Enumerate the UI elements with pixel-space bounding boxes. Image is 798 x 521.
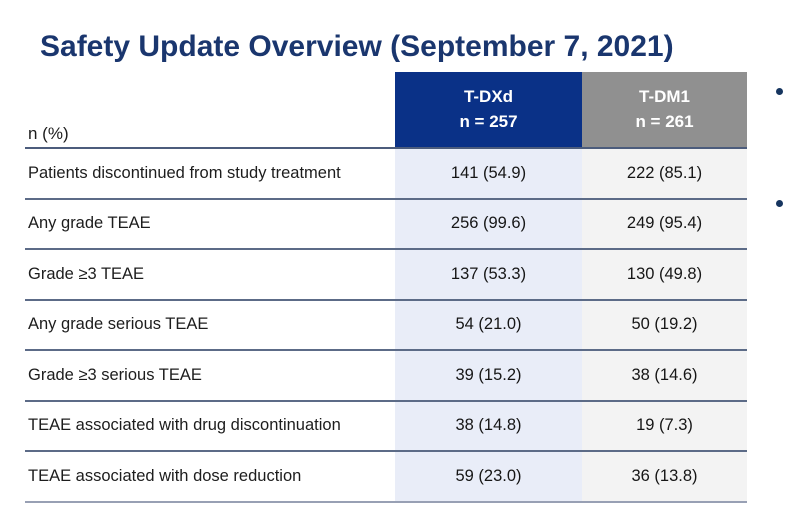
tdxd-value: 137 (53.3) — [395, 250, 582, 299]
bullet-icon — [776, 88, 783, 95]
table-row: Grade ≥3 serious TEAE 39 (15.2) 38 (14.6… — [25, 351, 747, 402]
table-header-row: n (%) T-DXd n = 257 T-DM1 n = 261 — [25, 72, 747, 149]
tdxd-value: 59 (23.0) — [395, 452, 582, 501]
safety-table: n (%) T-DXd n = 257 T-DM1 n = 261 Patien… — [25, 72, 747, 503]
row-label: Grade ≥3 serious TEAE — [28, 365, 202, 384]
side-bullet-list — [776, 88, 783, 207]
row-label: Any grade TEAE — [28, 214, 151, 233]
row-label: TEAE associated with dose reduction — [28, 466, 302, 485]
tdm1-value: 222 (85.1) — [582, 149, 747, 198]
table-row: Grade ≥3 TEAE 137 (53.3) 130 (49.8) — [25, 250, 747, 301]
column-name: T-DXd — [463, 86, 514, 106]
tdxd-value: 38 (14.8) — [395, 401, 582, 450]
tdm1-value: 36 (13.8) — [582, 452, 747, 501]
table-corner-cell: n (%) — [25, 72, 395, 147]
bullet-icon — [776, 200, 783, 207]
table-row: TEAE associated with drug discontinuatio… — [25, 401, 747, 452]
column-n-count: n = 257 — [459, 111, 518, 131]
tdm1-value: 50 (19.2) — [582, 300, 747, 349]
column-name: T-DM1 — [639, 86, 690, 106]
tdm1-value: 19 (7.3) — [582, 401, 747, 450]
tdxd-value: 141 (54.9) — [395, 149, 582, 198]
row-label: TEAE associated with drug discontinuatio… — [28, 416, 341, 435]
row-label: Grade ≥3 TEAE — [28, 264, 145, 283]
table-row: TEAE associated with dose reduction 59 (… — [25, 452, 747, 503]
column-n-count: n = 261 — [635, 111, 694, 131]
tdm1-value: 249 (95.4) — [582, 199, 747, 248]
tdxd-value: 54 (21.0) — [395, 300, 582, 349]
page-title: Safety Update Overview (September 7, 202… — [40, 30, 674, 64]
row-label: Any grade serious TEAE — [28, 315, 209, 334]
row-label: Patients discontinued from study treatme… — [28, 163, 341, 182]
tdm1-value: 38 (14.6) — [582, 351, 747, 400]
column-header-tdm1: T-DM1 n = 261 — [582, 72, 747, 147]
tdm1-value: 130 (49.8) — [582, 250, 747, 299]
table-row: Any grade TEAE 256 (99.6) 249 (95.4) — [25, 199, 747, 250]
table-row: Any grade serious TEAE 54 (21.0) 50 (19.… — [25, 300, 747, 351]
table-row: Patients discontinued from study treatme… — [25, 149, 747, 200]
tdxd-value: 39 (15.2) — [395, 351, 582, 400]
table-body: Patients discontinued from study treatme… — [25, 149, 747, 503]
column-header-tdxd: T-DXd n = 257 — [395, 72, 582, 147]
n-percent-label: n (%) — [28, 124, 69, 143]
tdxd-value: 256 (99.6) — [395, 199, 582, 248]
